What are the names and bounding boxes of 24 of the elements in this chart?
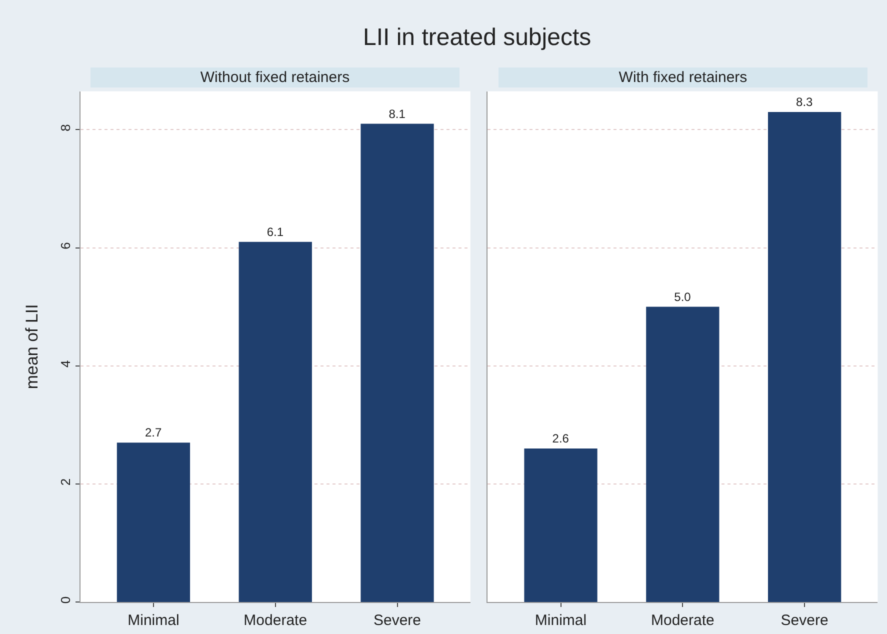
chart-title: LII in treated subjects: [363, 24, 592, 51]
y-tick-label: 0: [58, 596, 74, 604]
y-tick-label: 8: [58, 124, 74, 132]
bar: [116, 442, 190, 602]
y-tick-label: 2: [58, 478, 74, 486]
data-label: 8.3: [796, 94, 814, 109]
chart-subtitle: With fixed retainers: [618, 69, 748, 86]
bar: [238, 242, 312, 602]
y-tick-label: 4: [58, 360, 74, 368]
chart-subtitle: Without fixed retainers: [200, 69, 350, 86]
data-label: 2.6: [552, 432, 570, 446]
data-label: 2.7: [144, 426, 162, 440]
bar: [360, 124, 434, 602]
x-tick-label: Moderate: [650, 612, 714, 629]
y-tick-label: 6: [58, 242, 74, 250]
x-tick-label: Severe: [373, 612, 422, 629]
x-tick-label: Minimal: [534, 612, 587, 629]
data-label: 8.1: [388, 106, 406, 121]
y-axis-title: mean of LII: [22, 304, 42, 390]
data-label: 6.1: [266, 224, 284, 239]
x-tick-label: Minimal: [128, 612, 180, 629]
x-tick-label: Moderate: [244, 612, 308, 629]
x-tick-label: Severe: [780, 612, 828, 629]
data-label: 5.0: [674, 290, 692, 304]
